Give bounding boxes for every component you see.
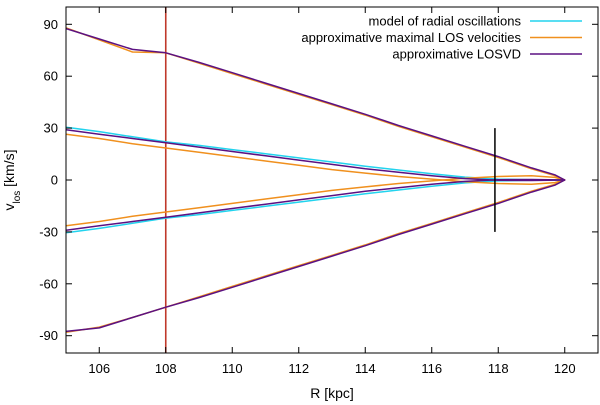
x-tick-label: 112	[288, 361, 309, 376]
y-tick-label: 60	[44, 69, 58, 84]
y-tick-label: -30	[39, 224, 58, 239]
plot-frame	[65, 6, 599, 354]
y-tick-label: -90	[39, 328, 58, 343]
legend-label-maxlos: approximative maximal LOS velocities	[301, 30, 521, 45]
series-line-losvd-2	[66, 129, 565, 182]
series-line-maxlos-2	[66, 133, 565, 186]
legend-label-radial: model of radial oscillations	[369, 14, 522, 29]
legend-label-losvd: approximative LOSVD	[392, 47, 521, 62]
x-tick-label: 108	[155, 361, 177, 376]
x-tick-label: 116	[421, 361, 442, 376]
x-axis-label: R [kpc]	[310, 385, 354, 401]
series-line-losvd-3	[66, 178, 565, 231]
y-tick-label: 30	[44, 121, 58, 136]
y-axis-label-subscript: los	[12, 191, 23, 204]
y-tick-label: 90	[44, 17, 58, 32]
series-line-maxlos-3	[66, 174, 565, 227]
x-tick-label: 106	[88, 361, 110, 376]
y-tick-label: -60	[39, 276, 58, 291]
y-tick-label: 0	[51, 173, 58, 188]
x-tick-label: 118	[488, 361, 509, 376]
y-axis-label: vlos [km/s]	[1, 149, 23, 210]
x-tick-label: 110	[222, 361, 243, 376]
plot-area	[66, 7, 566, 353]
x-tick-label: 120	[554, 361, 576, 376]
axis-ticks: 106 108 110 112 114 116 118 120 -90 -60 -30 0 30 60 90	[39, 7, 598, 376]
x-tick-label: 114	[355, 361, 376, 376]
legend: model of radial oscillationsapproximativ…	[301, 14, 582, 62]
